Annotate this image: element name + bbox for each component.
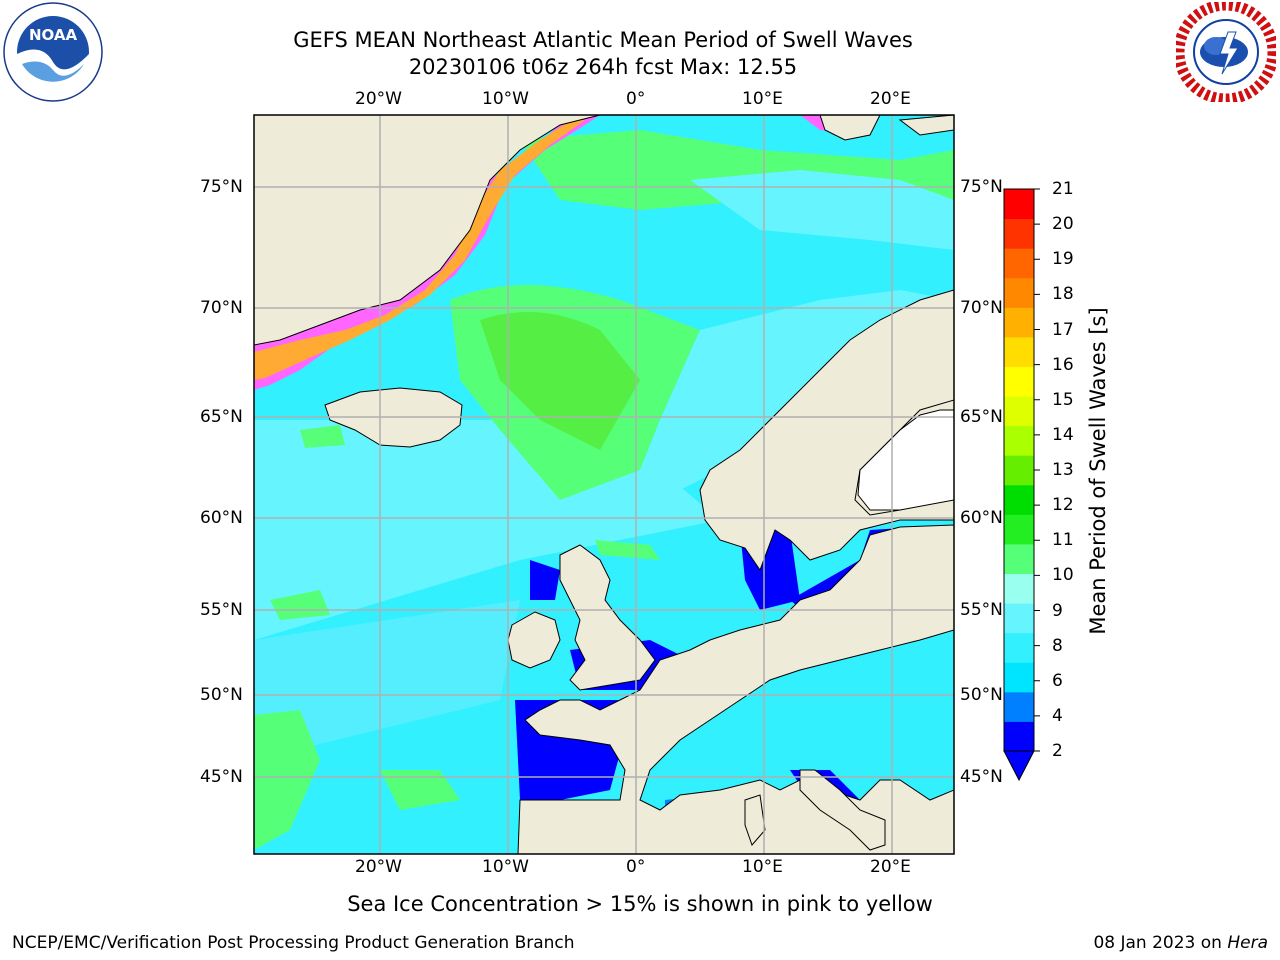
colorbar-tick-label: 8 [1052, 635, 1063, 656]
colorbar-segment [1004, 603, 1034, 634]
colorbar-tick-label: 20 [1052, 214, 1074, 235]
colorbar-tick-label: 9 [1052, 600, 1063, 621]
lon-label-top-0: 0° [626, 89, 646, 109]
colorbar-segment [1004, 484, 1034, 515]
colorbar-tick-label: 15 [1052, 389, 1074, 410]
lon-label-top-10e: 10°E [742, 89, 783, 109]
colorbar-tick-label: 12 [1052, 495, 1074, 516]
lon-label-top-20w: 20°W [355, 89, 402, 109]
land-no-data [857, 409, 954, 511]
land-greenland [254, 115, 601, 346]
colorbar-segment [1004, 425, 1034, 456]
colorbar-tick-label: 19 [1052, 249, 1074, 270]
lon-label-bottom-20w: 20°W [355, 857, 402, 877]
lat-label-right-50n: 50°N [960, 685, 1003, 705]
lon-label-top-10w: 10°W [482, 89, 529, 109]
lat-label-left-75n: 75°N [200, 177, 243, 197]
colorbar-tick-label: 17 [1052, 319, 1074, 340]
colorbar-segment [1004, 218, 1034, 249]
colorbar-tick-label: 6 [1052, 670, 1063, 691]
colorbar-tick-label: 10 [1052, 565, 1074, 586]
colorbar-tick-label: 13 [1052, 460, 1074, 480]
lon-label-bottom-10w: 10°W [482, 857, 529, 877]
colorbar-segment [1004, 662, 1034, 693]
map-title: GEFS MEAN Northeast Atlantic Mean Period… [293, 28, 913, 52]
colorbar-segment [1004, 691, 1034, 722]
colorbar-segment [1004, 632, 1034, 663]
land-svalbard [819, 115, 881, 141]
colorbar-tick-label: 11 [1052, 530, 1074, 551]
colorbar-tick-label: 16 [1052, 354, 1074, 375]
nws-logo [1176, 2, 1276, 102]
lat-label-left-70n: 70°N [200, 298, 243, 318]
colorbar-label-text: Mean Period of Swell Waves [s] [1086, 307, 1110, 635]
colorbar-segment [1004, 514, 1034, 545]
lon-label-bottom-0: 0° [626, 857, 646, 877]
noaa-logo: NOAA [3, 2, 103, 102]
noaa-logo-text: NOAA [29, 26, 78, 44]
colorbar-segment [1004, 277, 1034, 308]
colorbar-tick-label: 2 [1052, 741, 1063, 761]
lat-label-right-75n: 75°N [960, 177, 1003, 197]
graticule [254, 115, 954, 854]
lat-label-right-45n: 45°N [960, 767, 1003, 787]
lat-label-left-55n: 55°N [200, 600, 243, 620]
lon-label-bottom-20e: 20°E [870, 857, 911, 877]
lat-label-left-45n: 45°N [200, 767, 243, 787]
lat-label-right-65n: 65°N [960, 407, 1003, 427]
land-europe [517, 289, 954, 854]
lat-label-left-60n: 60°N [200, 508, 243, 528]
colorbar-segment [1004, 455, 1034, 486]
footer-timestamp: 08 Jan 2023 on Hera [1093, 932, 1268, 954]
colorbar-extend-arrow [1003, 750, 1035, 782]
sea-ice-note: Sea Ice Concentration > 15% is shown in … [347, 892, 933, 916]
lon-label-bottom-10e: 10°E [742, 857, 783, 877]
sea-ice-band [254, 115, 600, 390]
lat-label-right-70n: 70°N [960, 298, 1003, 318]
lat-label-right-60n: 60°N [960, 508, 1003, 528]
map-frame [253, 114, 955, 855]
colorbar-tick-label: 18 [1052, 284, 1074, 305]
colorbar [1003, 188, 1040, 782]
footer-machine: Hera [1227, 933, 1268, 953]
land-great-britain [559, 544, 656, 691]
colorbar-segment [1004, 336, 1034, 367]
colorbar-segment [1004, 573, 1034, 604]
lat-label-left-65n: 65°N [200, 407, 243, 427]
colorbar-segment [1004, 366, 1034, 397]
map-subtitle: 20230106 t06z 264h fcst Max: 12.55 [408, 55, 798, 79]
colorbar-tick-label: 21 [1052, 179, 1074, 199]
colorbar-segment [1004, 721, 1034, 752]
lon-label-top-20e: 20°E [870, 89, 911, 109]
footer-date: 08 Jan 2023 on [1093, 933, 1222, 953]
colorbar-segment [1004, 189, 1034, 220]
colorbar-segment [1004, 248, 1034, 279]
colorbar-tick-label: 4 [1052, 705, 1063, 726]
lat-label-right-55n: 55°N [960, 600, 1003, 620]
land-ireland [507, 611, 561, 669]
colorbar-segment [1004, 543, 1034, 575]
footer-credit: NCEP/EMC/Verification Post Processing Pr… [12, 933, 575, 953]
land-italy [799, 769, 886, 851]
colorbar-segment [1004, 396, 1034, 427]
map-field [254, 115, 954, 854]
colorbar-tick-label: 14 [1052, 424, 1074, 445]
colorbar-segment [1004, 307, 1034, 338]
lat-label-left-50n: 50°N [200, 685, 243, 705]
